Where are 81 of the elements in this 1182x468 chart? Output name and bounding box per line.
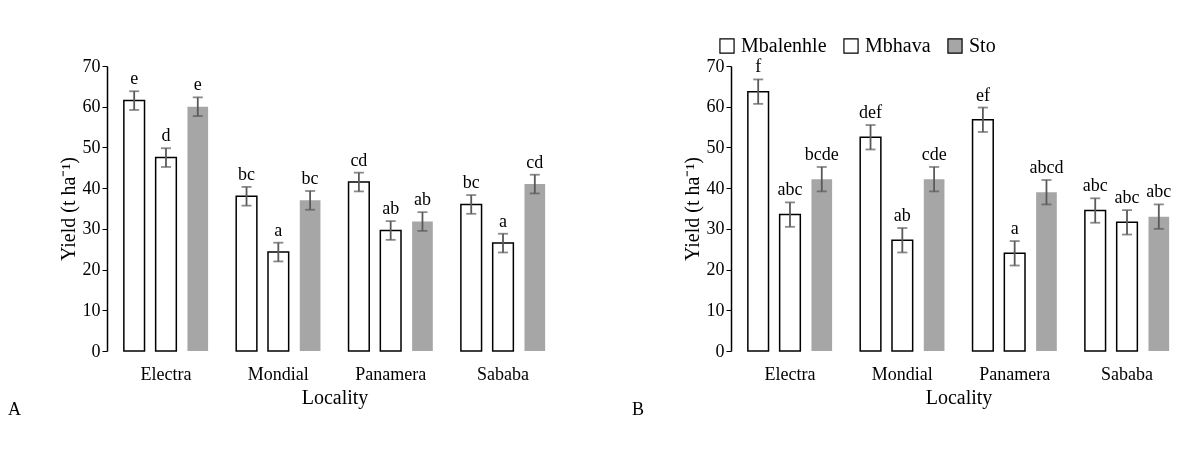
- bar: [460, 203, 483, 352]
- data-label: a: [1010, 218, 1019, 239]
- x-tick-label: Panamera: [979, 363, 1051, 384]
- y-tick-label: 50: [706, 136, 725, 157]
- bar: [747, 90, 770, 352]
- data-label: bc: [238, 163, 256, 184]
- data-label: a: [499, 210, 508, 231]
- data-label: e: [130, 68, 139, 89]
- x-tick-label: Mondial: [247, 363, 309, 384]
- y-axis-title: Yield (t ha⁻¹): [56, 156, 80, 262]
- bar: [524, 184, 546, 351]
- bar: [187, 106, 209, 351]
- data-label: e: [193, 74, 202, 95]
- data-label: bc: [301, 167, 319, 188]
- x-tick-label: Mondial: [871, 363, 933, 384]
- y-tick-label: 10: [706, 299, 725, 320]
- data-label: cd: [526, 151, 544, 172]
- x-axis-title: Locality: [301, 385, 369, 409]
- bar: [412, 221, 433, 351]
- x-tick-label: Electra: [140, 363, 192, 384]
- y-tick-label: 70: [82, 55, 101, 76]
- x-tick-label: Panamera: [355, 363, 427, 384]
- y-tick-label: 0: [715, 340, 725, 361]
- data-label: ab: [893, 205, 911, 226]
- bar: [971, 118, 994, 352]
- data-label: ef: [975, 84, 990, 105]
- data-label: abc: [1146, 181, 1172, 202]
- bar: [123, 99, 146, 352]
- bar: [1084, 209, 1107, 352]
- text: A: [8, 399, 21, 419]
- data-label: d: [161, 125, 171, 146]
- data-label: def: [859, 102, 883, 123]
- y-tick-label: 30: [82, 218, 101, 239]
- y-tick-label: 10: [82, 299, 101, 320]
- x-axis-title: Locality: [925, 385, 993, 409]
- bar: [299, 200, 321, 351]
- x-tick-label: Electra: [764, 363, 816, 384]
- data-label: ab: [382, 198, 400, 219]
- y-tick-label: 20: [706, 259, 725, 280]
- text: B: [632, 399, 645, 419]
- data-label: abc: [777, 179, 803, 200]
- data-label: abc: [1114, 187, 1140, 208]
- bar: [1003, 252, 1026, 352]
- y-axis-title: Yield (t ha⁻¹): [680, 156, 704, 262]
- legend-label: Mbalenhle: [741, 34, 827, 56]
- bar: [1115, 221, 1139, 352]
- bar: [379, 229, 402, 352]
- data-label: abcd: [1029, 157, 1064, 177]
- x-tick-label: Sababa: [477, 363, 530, 384]
- bar: [1036, 192, 1057, 351]
- data-label: f: [755, 56, 762, 77]
- bar: [859, 136, 882, 352]
- data-label: a: [274, 219, 283, 240]
- y-tick-label: 20: [82, 259, 101, 280]
- bar: [811, 179, 833, 351]
- y-tick-label: 0: [91, 340, 101, 361]
- bar: [1148, 216, 1170, 351]
- y-tick-label: 40: [82, 177, 101, 198]
- legend-label: Mbhava: [865, 34, 931, 56]
- data-label: abc: [1082, 175, 1108, 196]
- x-tick-label: Sababa: [1101, 363, 1154, 384]
- bar: [778, 213, 802, 352]
- data-label: cde: [921, 143, 947, 164]
- y-tick-label: 50: [82, 136, 101, 157]
- bar: [154, 156, 178, 352]
- bar: [891, 239, 914, 352]
- bar: [347, 181, 370, 352]
- y-tick-label: 60: [706, 96, 725, 117]
- legend-label: Sto: [969, 34, 996, 56]
- y-tick-label: 70: [706, 55, 725, 76]
- y-tick-label: 60: [82, 96, 101, 117]
- data-label: bcde: [804, 143, 839, 164]
- bar: [491, 242, 515, 352]
- data-label: cd: [350, 149, 368, 170]
- bar: [267, 251, 290, 352]
- data-label: bc: [462, 172, 480, 193]
- y-tick-label: 40: [706, 177, 725, 198]
- bar: [235, 195, 258, 352]
- data-label: ab: [413, 189, 431, 210]
- bar: [923, 179, 945, 351]
- y-tick-label: 30: [706, 218, 725, 239]
